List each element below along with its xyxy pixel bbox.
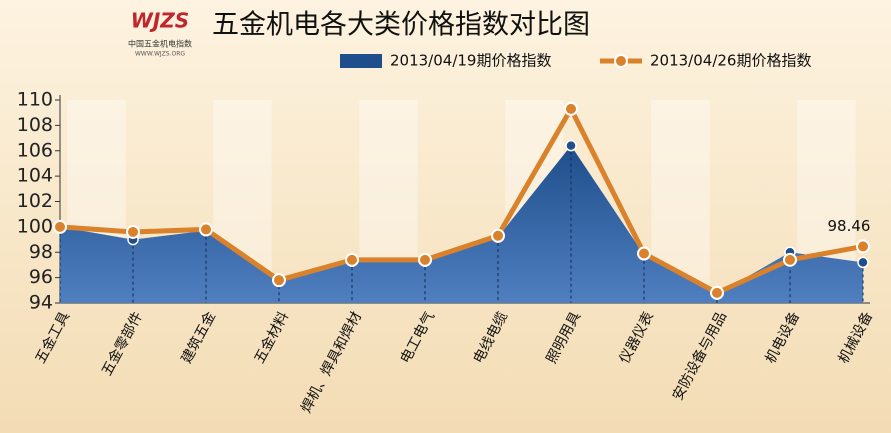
logo-name: 中国五金机电指数 bbox=[128, 39, 192, 49]
legend-label: 2013/04/19期价格指数 bbox=[390, 52, 551, 70]
logo-url: WWW.WJZS.ORG bbox=[135, 51, 185, 58]
y-tick-label: 102 bbox=[17, 190, 53, 212]
point bbox=[856, 239, 870, 254]
point bbox=[565, 139, 577, 152]
point bbox=[564, 101, 578, 116]
point bbox=[345, 252, 359, 267]
legend-label: 2013/04/26期价格指数 bbox=[650, 52, 811, 70]
point bbox=[199, 222, 213, 237]
point bbox=[710, 285, 724, 300]
point bbox=[126, 224, 140, 239]
y-tick-label: 108 bbox=[17, 114, 53, 136]
legend-marker bbox=[614, 54, 628, 68]
y-tick-label: 110 bbox=[17, 89, 53, 111]
y-tick-label: 96 bbox=[29, 266, 53, 288]
chart-title: 五金机电各大类价格指数对比图 bbox=[212, 10, 590, 41]
point bbox=[272, 273, 286, 288]
y-tick-label: 104 bbox=[17, 165, 53, 187]
value-label: 98.46 bbox=[828, 217, 871, 235]
y-tick-label: 94 bbox=[29, 292, 53, 314]
point bbox=[418, 252, 432, 267]
line bbox=[59, 106, 864, 296]
point bbox=[783, 252, 797, 267]
y-tick-label: 98 bbox=[29, 241, 53, 263]
y-tick-label: 100 bbox=[17, 215, 53, 237]
y-tick-label: 106 bbox=[17, 139, 53, 161]
area bbox=[60, 145, 863, 303]
point bbox=[857, 256, 869, 269]
point bbox=[491, 228, 505, 243]
legend-swatch bbox=[340, 54, 382, 68]
point bbox=[53, 219, 67, 234]
logo-mark: WJZS bbox=[131, 9, 189, 33]
point bbox=[637, 246, 651, 261]
